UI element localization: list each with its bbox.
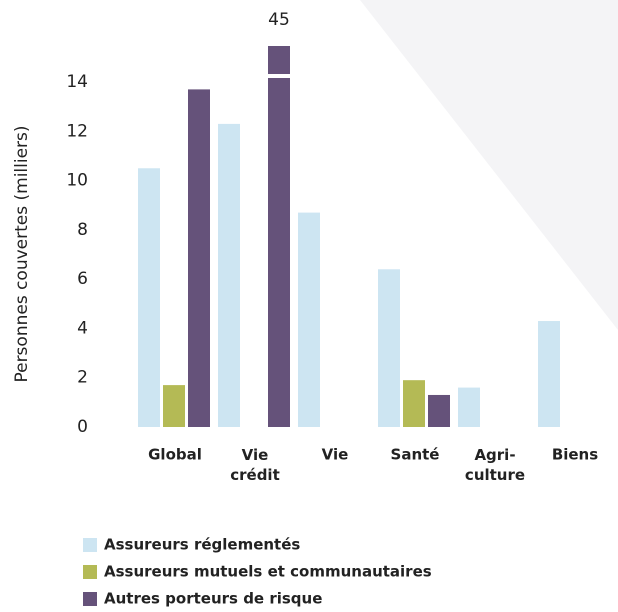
y-tick-label: 10 — [66, 171, 88, 191]
legend-swatch — [83, 565, 97, 579]
x-tick-label: Santé — [391, 446, 440, 464]
y-tick-label: 8 — [77, 220, 88, 240]
bar — [298, 212, 320, 427]
y-tick-label: 6 — [77, 269, 88, 289]
bar — [428, 394, 450, 427]
bar — [458, 387, 480, 427]
bar — [403, 380, 425, 427]
legend-swatch — [83, 538, 97, 552]
background-shade — [360, 0, 618, 330]
x-tick-label: Biens — [552, 446, 598, 464]
legend-label: Assureurs mutuels et communautaires — [104, 563, 432, 581]
bar — [163, 385, 185, 427]
bar — [138, 168, 160, 427]
x-tick-label: Agri-culture — [465, 446, 525, 484]
y-tick-label: 4 — [77, 318, 88, 338]
y-tick-label: 0 — [77, 417, 88, 437]
x-tick-label: Vie crédit — [230, 446, 280, 484]
legend-swatch — [83, 592, 97, 606]
y-axis-label: Personnes couvertes (milliers) — [12, 125, 32, 382]
data-label: 45 — [268, 10, 290, 30]
bar — [538, 321, 560, 427]
bar — [188, 89, 210, 428]
x-tick-label: Vie — [322, 446, 349, 464]
legend-label: Assureurs réglementés — [104, 536, 300, 554]
y-tick-label: 2 — [77, 368, 88, 388]
bar — [378, 269, 400, 427]
bar — [218, 123, 240, 428]
bar — [268, 46, 290, 427]
y-tick-label: 14 — [66, 72, 88, 92]
x-tick-label: Global — [148, 446, 202, 464]
legend-label: Autres porteurs de risque — [104, 590, 322, 608]
axis-break — [267, 74, 291, 78]
y-tick-label: 12 — [66, 121, 88, 141]
